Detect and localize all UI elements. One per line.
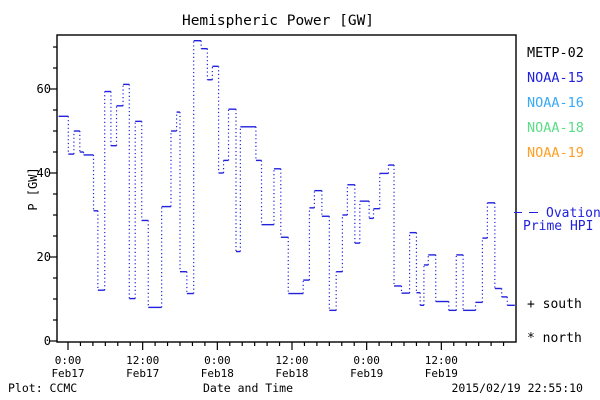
y-axis-title: P [GW]	[26, 167, 40, 211]
footer-plot-source: Plot: CCMC	[8, 381, 78, 395]
asterisk-marker-icon: *	[527, 331, 535, 346]
x-axis-label: Date and Time	[202, 381, 294, 395]
south-marker-legend: + south	[527, 297, 582, 312]
chart-title: Hemispheric Power [GW]	[181, 13, 375, 29]
ovation-legend-label-line1: Ovation	[546, 206, 600, 221]
svg-text:20: 20	[37, 250, 51, 264]
svg-text:12:00: 12:00	[275, 354, 308, 367]
svg-text:0:00: 0:00	[204, 354, 231, 367]
legend-item-noaa19: NOAA-19	[527, 145, 584, 161]
ovation-line-sample-dash-2	[529, 212, 538, 213]
svg-text:Feb18: Feb18	[275, 367, 308, 380]
north-label: north	[542, 331, 582, 346]
svg-text:0:00: 0:00	[353, 354, 380, 367]
svg-text:40: 40	[37, 166, 51, 180]
svg-text:Feb19: Feb19	[425, 367, 458, 380]
svg-text:12:00: 12:00	[126, 354, 159, 367]
legend-item-noaa18: NOAA-18	[527, 120, 584, 136]
north-marker-legend: * north	[527, 331, 582, 346]
svg-text:Feb19: Feb19	[350, 367, 383, 380]
svg-text:Feb17: Feb17	[51, 367, 84, 380]
ovation-line-sample-dash-1	[514, 212, 522, 213]
legend-item-metp02: METP-02	[527, 45, 584, 61]
plus-marker-icon: +	[527, 297, 535, 312]
legend-item-noaa16: NOAA-16	[527, 95, 584, 111]
south-label: south	[542, 297, 582, 312]
svg-text:60: 60	[37, 82, 51, 96]
svg-text:12:00: 12:00	[425, 354, 458, 367]
svg-text:0:00: 0:00	[55, 354, 82, 367]
ovation-legend-label-line2: Prime HPI	[523, 219, 594, 234]
svg-text:Feb18: Feb18	[201, 367, 234, 380]
footer-timestamp: 2015/02/19 22:55:10	[451, 381, 583, 395]
svg-text:0: 0	[44, 334, 51, 348]
svg-text:Feb17: Feb17	[126, 367, 159, 380]
legend-item-noaa15: NOAA-15	[527, 70, 584, 86]
